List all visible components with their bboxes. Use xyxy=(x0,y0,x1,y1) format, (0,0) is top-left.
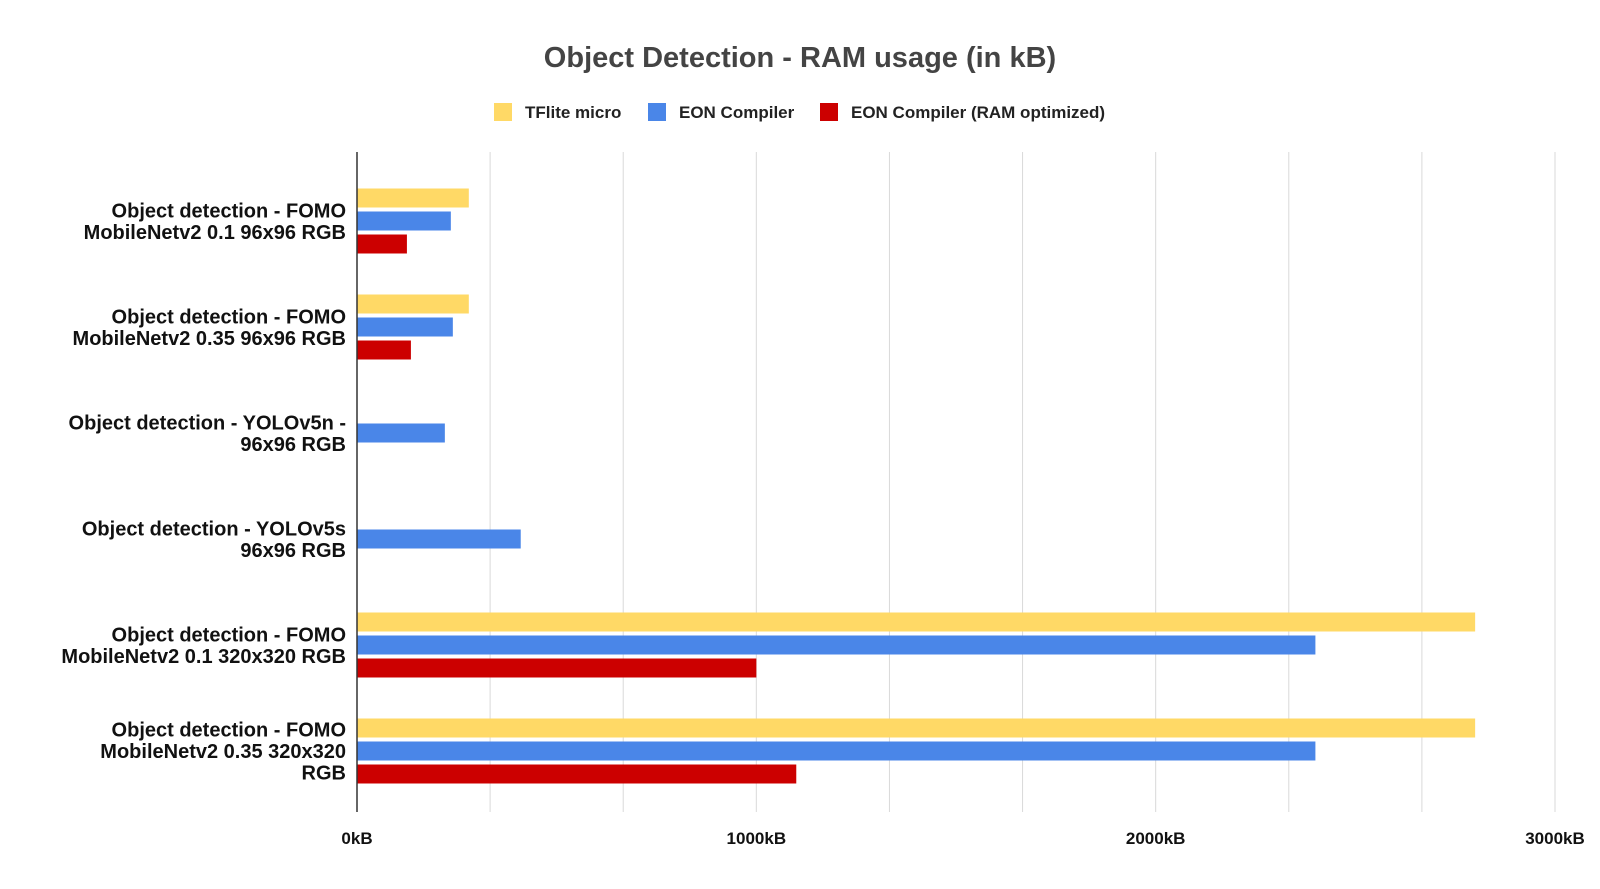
bar-eon-compiler xyxy=(357,317,453,337)
category-label: Object detection - YOLOv5s xyxy=(82,518,346,540)
x-tick-label: 2000kB xyxy=(1126,829,1186,848)
bar-eon-compiler-ram-optimized xyxy=(357,234,407,254)
legend: TFlite micro EON Compiler EON Compiler (RA… xyxy=(494,103,1105,122)
category-label: Object detection - YOLOv5n - xyxy=(69,412,346,434)
bar-eon-compiler xyxy=(357,423,445,443)
category-label: Object detection - FOMO xyxy=(112,200,346,222)
legend-label: EON Compiler (RAM optimized) xyxy=(851,103,1105,122)
bars xyxy=(357,188,1476,784)
bar-eon-compiler xyxy=(357,635,1316,655)
category-label: MobileNetv2 0.1 96x96 RGB xyxy=(84,222,346,244)
bar-eon-compiler-ram-optimized xyxy=(357,658,757,678)
category-label: MobileNetv2 0.35 320x320 xyxy=(100,741,346,763)
gridlines xyxy=(489,152,1556,812)
x-axis-ticks: 0kB 1000kB 2000kB 3000kB xyxy=(341,829,1584,848)
bar-eon-compiler xyxy=(357,741,1316,761)
legend-swatch xyxy=(820,103,838,121)
legend-label: TFlite micro xyxy=(525,103,621,122)
category-label: Object detection - FOMO xyxy=(112,720,346,742)
bar-tflite-micro xyxy=(357,188,469,208)
bar-eon-compiler xyxy=(357,211,451,231)
category-label: MobileNetv2 0.35 96x96 RGB xyxy=(73,328,346,350)
bar-eon-compiler-ram-optimized xyxy=(357,764,797,784)
bar-tflite-micro xyxy=(357,718,1476,738)
x-tick-label: 3000kB xyxy=(1525,829,1585,848)
legend-swatch xyxy=(494,103,512,121)
chart-title: Object Detection - RAM usage (in kB) xyxy=(544,42,1056,74)
category-label: RGB xyxy=(302,763,346,785)
bar-eon-compiler-ram-optimized xyxy=(357,340,411,360)
category-label: Object detection - FOMO xyxy=(112,306,346,328)
legend-swatch xyxy=(648,103,666,121)
category-label: MobileNetv2 0.1 320x320 RGB xyxy=(61,646,346,668)
category-label: 96x96 RGB xyxy=(240,434,346,456)
bar-tflite-micro xyxy=(357,612,1476,632)
legend-label: EON Compiler xyxy=(679,103,795,122)
x-tick-label: 0kB xyxy=(341,829,372,848)
category-label: 96x96 RGB xyxy=(240,540,346,562)
bar-eon-compiler xyxy=(357,529,521,549)
category-label: Object detection - FOMO xyxy=(112,624,346,646)
bar-tflite-micro xyxy=(357,294,469,314)
x-tick-label: 1000kB xyxy=(727,829,787,848)
